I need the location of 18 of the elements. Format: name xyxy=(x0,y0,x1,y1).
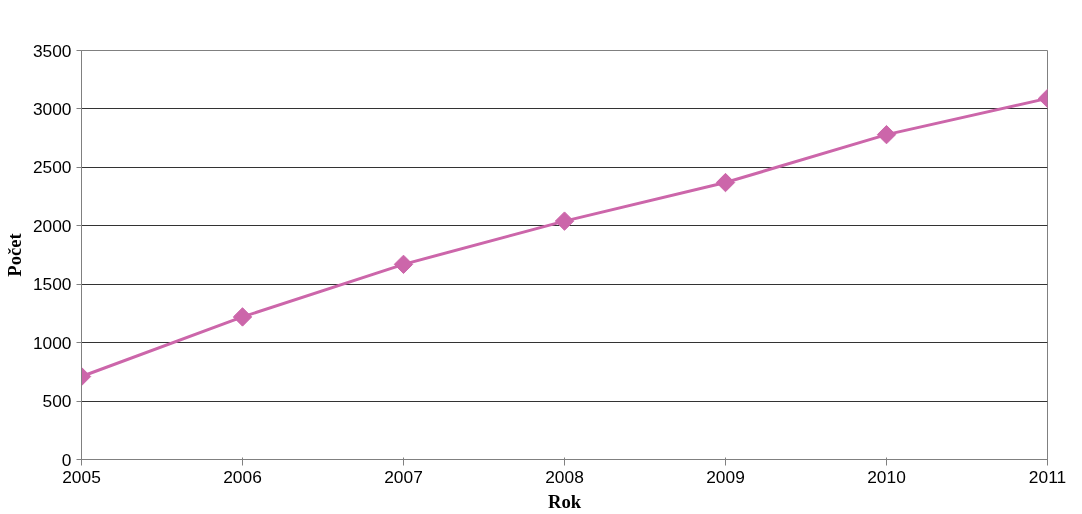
point xyxy=(393,254,414,275)
y-tick-label: 2000 xyxy=(32,215,72,236)
x-tick-label: 2006 xyxy=(223,466,262,487)
y-tick-label: 1500 xyxy=(32,274,72,295)
y-tick-label: 3000 xyxy=(32,98,72,119)
y-axis-title: Počet xyxy=(3,232,25,277)
point xyxy=(554,211,575,231)
x-tick-label: 2007 xyxy=(384,466,423,487)
x-tick-label: 2011 xyxy=(1028,466,1067,487)
x-axis-title: Rok xyxy=(547,490,582,512)
y-tick-label: 500 xyxy=(42,391,72,412)
point xyxy=(715,172,736,193)
y-tick-label: 3500 xyxy=(32,40,72,61)
y-tick-label: 2500 xyxy=(32,157,72,178)
y-tick-label: 1000 xyxy=(32,332,72,353)
x-tick-label: 2008 xyxy=(545,466,584,487)
x-tick-label: 2010 xyxy=(867,466,906,487)
x-tick-label: 2009 xyxy=(706,466,745,487)
